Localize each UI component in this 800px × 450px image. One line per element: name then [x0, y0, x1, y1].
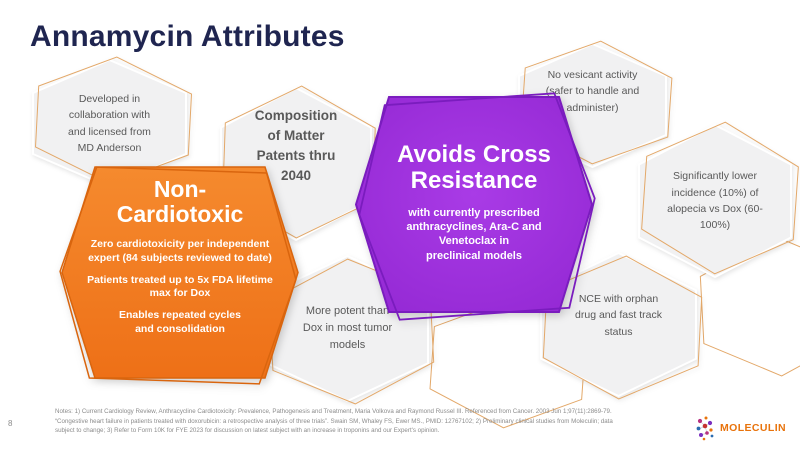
decorative-hexagon-outline	[702, 236, 800, 376]
page-number: 8	[8, 419, 13, 428]
hexagon-alopecia-text: Significantly lower incidence (10%) of a…	[667, 170, 763, 232]
footnote-line: “Congestive heart failure in patients tr…	[55, 417, 613, 425]
hexagon-non-cardiotoxic-content: Non- Cardiotoxic Zero cardiotoxicity per…	[62, 153, 298, 364]
hexagon-non-cardiotoxic: Non- Cardiotoxic Zero cardiotoxicity per…	[62, 166, 299, 378]
hexagon-cross-resistance-content: Avoids Cross Resistance with currently p…	[356, 97, 592, 312]
hexagon-md-anderson-text: Developed in collaboration with and lice…	[68, 92, 151, 154]
hexagon-alopecia: Significantly lower incidence (10%) of a…	[638, 125, 791, 279]
hexagon-shape	[638, 125, 791, 279]
hexagon-more-potent-text: More potent than Dox in most tumor model…	[302, 304, 393, 352]
molecule-icon	[696, 416, 714, 441]
hexagon-no-vesicant-text: No vesicant activity (safer to handle an…	[545, 69, 640, 114]
hexagon-shape	[62, 166, 299, 378]
non-cardiotoxic-title: Non- Cardiotoxic	[116, 175, 244, 228]
logo-text: MOLECULIN	[719, 421, 786, 434]
hexagon-shape	[354, 97, 592, 312]
footnote-line: subject to change; 3) Refer to Form 10K …	[55, 427, 440, 435]
cross-resistance-title: Avoids Cross Resistance	[397, 141, 551, 195]
hexagon-patents-text: Composition of Matter Patents thru 2040	[254, 107, 338, 184]
hexagon-outline-shape	[702, 236, 800, 376]
page-title: Annamycin Attributes	[30, 20, 345, 53]
footnotes: Notes: 1) Current Cardiology Review, Ant…	[55, 407, 630, 436]
hexagon-cross-resistance: Avoids Cross Resistance with currently p…	[354, 97, 592, 312]
moleculin-logo: MOLECULIN	[694, 414, 786, 441]
footnote-line: Notes: 1) Current Cardiology Review, Ant…	[55, 408, 612, 415]
cross-resistance-subtitle: with currently prescribed anthracyclines…	[406, 206, 542, 262]
non-cardiotoxic-point: Patients treated up to 5x FDA lifetime m…	[87, 273, 273, 300]
hexagon-nce-text: NCE with orphan drug and fast track stat…	[575, 293, 662, 338]
hexagon-md-anderson: Developed in collaboration with and lice…	[32, 60, 186, 189]
non-cardiotoxic-point: Zero cardiotoxicity per independent expe…	[88, 238, 272, 265]
non-cardiotoxic-point: Enables repeated cycles and consolidatio…	[119, 308, 241, 335]
